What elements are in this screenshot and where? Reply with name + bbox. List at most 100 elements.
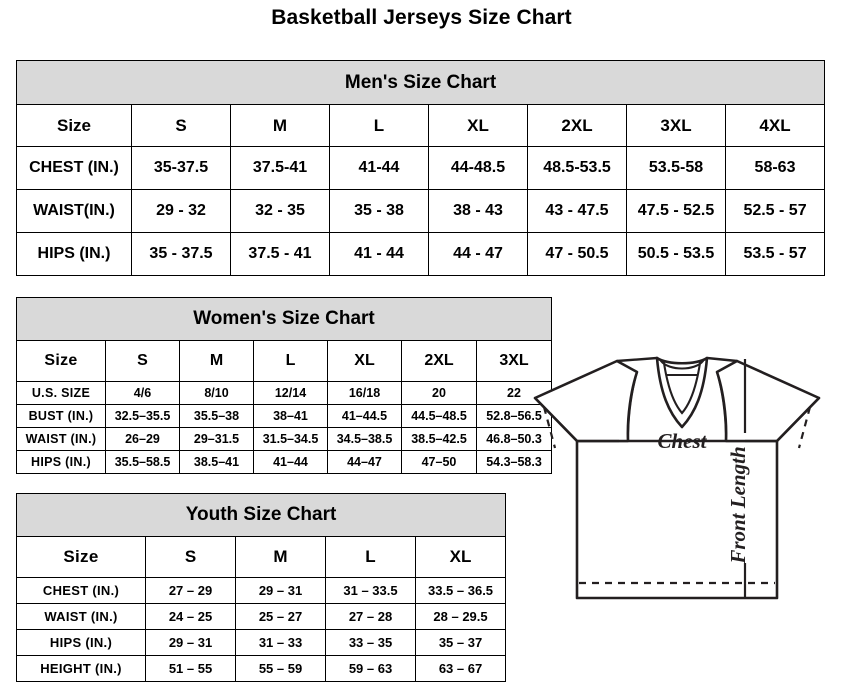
- mens-col-header-s: S: [131, 104, 231, 147]
- youth-chart-banner: Youth Size Chart: [15, 493, 507, 537]
- mens-hips-m: 37.5 - 41: [230, 232, 330, 276]
- womens-size-chart: Women's Size Chart Size S M L XL 2XL 3XL…: [16, 297, 552, 474]
- womens-hips-3xl: 54.3–58.3: [476, 450, 552, 474]
- mens-chest-4xl: 58-63: [724, 146, 826, 190]
- table-row: HIPS (IN.) 35.5–58.5 38.5–41 41–44 44–47…: [16, 450, 552, 474]
- womens-hips-m: 38.5–41: [179, 450, 254, 474]
- womens-bust-s: 32.5–35.5: [105, 404, 180, 428]
- youth-hips-xl: 35 – 37: [414, 629, 507, 656]
- womens-col-header-2xl: 2XL: [401, 340, 477, 382]
- youth-row-label-chest: CHEST (IN.): [16, 577, 146, 604]
- mens-col-header-2xl: 2XL: [527, 104, 627, 147]
- youth-size-chart: Youth Size Chart Size S M L XL CHEST (IN…: [15, 493, 507, 682]
- womens-us-size-s: 4/6: [105, 381, 180, 405]
- womens-us-size-l: 12/14: [253, 381, 328, 405]
- table-row: BUST (IN.) 32.5–35.5 35.5–38 38–41 41–44…: [16, 404, 552, 428]
- mens-row-label-hips: HIPS (IN.): [16, 232, 132, 276]
- mens-chest-s: 35-37.5: [131, 146, 231, 190]
- jersey-right-armhole: [715, 370, 728, 443]
- womens-col-header-m: M: [179, 340, 254, 382]
- jersey-vneck-inner-arc-3: [659, 359, 705, 370]
- table-row: WAIST (IN.) 26–29 29–31.5 31.5–34.5 34.5…: [16, 427, 552, 451]
- mens-col-header-l: L: [329, 104, 429, 147]
- womens-hips-s: 35.5–58.5: [105, 450, 180, 474]
- mens-size-chart: Men's Size Chart Size S M L XL 2XL 3XL 4…: [15, 60, 826, 276]
- womens-col-header-xl: XL: [327, 340, 402, 382]
- womens-row-label-bust: BUST (IN.): [16, 404, 106, 428]
- jersey-vneck-inner-arc-1: [662, 361, 702, 415]
- womens-hips-l: 41–44: [253, 450, 328, 474]
- mens-hips-xl: 44 - 47: [428, 232, 528, 276]
- mens-row-label-chest: CHEST (IN.): [16, 146, 132, 190]
- youth-chest-s: 27 – 29: [145, 577, 236, 604]
- youth-banner-row: Youth Size Chart: [15, 493, 507, 537]
- youth-height-m: 55 – 59: [235, 655, 326, 682]
- youth-hips-m: 31 – 33: [235, 629, 326, 656]
- mens-waist-xl: 38 - 43: [428, 189, 528, 233]
- youth-waist-s: 24 – 25: [145, 603, 236, 630]
- mens-header-row: Size S M L XL 2XL 3XL 4XL: [16, 104, 826, 147]
- womens-bust-2xl: 44.5–48.5: [401, 404, 477, 428]
- mens-col-header-4xl: 4XL: [724, 104, 826, 147]
- mens-col-header-xl: XL: [428, 104, 528, 147]
- jersey-right-shoulder-seam: [705, 356, 739, 363]
- mens-waist-m: 32 - 35: [230, 189, 330, 233]
- mens-chest-3xl: 53.5-58: [626, 146, 726, 190]
- youth-height-l: 59 – 63: [325, 655, 416, 682]
- table-row: HIPS (IN.) 35 - 37.5 37.5 - 41 41 - 44 4…: [16, 232, 826, 276]
- mens-hips-2xl: 47 - 50.5: [527, 232, 627, 276]
- chest-label: Chest: [657, 429, 707, 453]
- youth-col-header-size: Size: [16, 536, 146, 578]
- youth-waist-xl: 28 – 29.5: [414, 603, 507, 630]
- womens-header-row: Size S M L XL 2XL 3XL: [16, 340, 552, 382]
- womens-row-label-hips: HIPS (IN.): [16, 450, 106, 474]
- mens-chest-m: 37.5-41: [230, 146, 330, 190]
- womens-hips-xl: 44–47: [327, 450, 402, 474]
- womens-col-header-l: L: [253, 340, 328, 382]
- mens-waist-s: 29 - 32: [131, 189, 231, 233]
- mens-waist-2xl: 43 - 47.5: [527, 189, 627, 233]
- youth-col-header-xl: XL: [414, 536, 507, 578]
- womens-us-size-2xl: 20: [401, 381, 477, 405]
- womens-col-header-size: Size: [16, 340, 106, 382]
- mens-hips-3xl: 50.5 - 53.5: [626, 232, 726, 276]
- womens-us-size-xl: 16/18: [327, 381, 402, 405]
- youth-hips-s: 29 – 31: [145, 629, 236, 656]
- youth-col-header-m: M: [235, 536, 326, 578]
- mens-waist-4xl: 52.5 - 57: [724, 189, 826, 233]
- youth-row-label-waist: WAIST (IN.): [16, 603, 146, 630]
- mens-col-header-size: Size: [16, 104, 132, 147]
- table-row: CHEST (IN.) 35-37.5 37.5-41 41-44 44-48.…: [16, 146, 826, 190]
- youth-hips-l: 33 – 35: [325, 629, 416, 656]
- youth-chest-l: 31 – 33.5: [325, 577, 416, 604]
- womens-bust-l: 38–41: [253, 404, 328, 428]
- womens-waist-3xl: 46.8–50.3: [476, 427, 552, 451]
- mens-col-header-3xl: 3XL: [626, 104, 726, 147]
- womens-col-header-s: S: [105, 340, 180, 382]
- jersey-left-sleeve: [533, 359, 639, 443]
- page-title: Basketball Jerseys Size Chart: [271, 6, 572, 29]
- womens-bust-xl: 41–44.5: [327, 404, 402, 428]
- womens-bust-m: 35.5–38: [179, 404, 254, 428]
- mens-hips-s: 35 - 37.5: [131, 232, 231, 276]
- table-row: CHEST (IN.) 27 – 29 29 – 31 31 – 33.5 33…: [16, 577, 507, 604]
- youth-height-xl: 63 – 67: [414, 655, 507, 682]
- jersey-torso: [575, 439, 779, 600]
- womens-waist-m: 29–31.5: [179, 427, 254, 451]
- jersey-left-shoulder-seam: [615, 356, 659, 363]
- table-row: HEIGHT (IN.) 51 – 55 55 – 59 59 – 63 63 …: [16, 655, 507, 682]
- jersey-right-sleeve: [715, 359, 821, 443]
- table-row: WAIST(IN.) 29 - 32 32 - 35 35 - 38 38 - …: [16, 189, 826, 233]
- mens-hips-l: 41 - 44: [329, 232, 429, 276]
- womens-banner-row: Women's Size Chart: [16, 297, 552, 341]
- table-row: WAIST (IN.) 24 – 25 25 – 27 27 – 28 28 –…: [16, 603, 507, 630]
- youth-chest-m: 29 – 31: [235, 577, 326, 604]
- youth-waist-m: 25 – 27: [235, 603, 326, 630]
- youth-row-label-height: HEIGHT (IN.): [16, 655, 146, 682]
- mens-hips-4xl: 53.5 - 57: [724, 232, 826, 276]
- mens-chest-2xl: 48.5-53.5: [527, 146, 627, 190]
- jersey-left-armhole: [626, 370, 639, 443]
- womens-chart-banner: Women's Size Chart: [16, 297, 552, 341]
- mens-waist-l: 35 - 38: [329, 189, 429, 233]
- youth-chest-xl: 33.5 – 36.5: [414, 577, 507, 604]
